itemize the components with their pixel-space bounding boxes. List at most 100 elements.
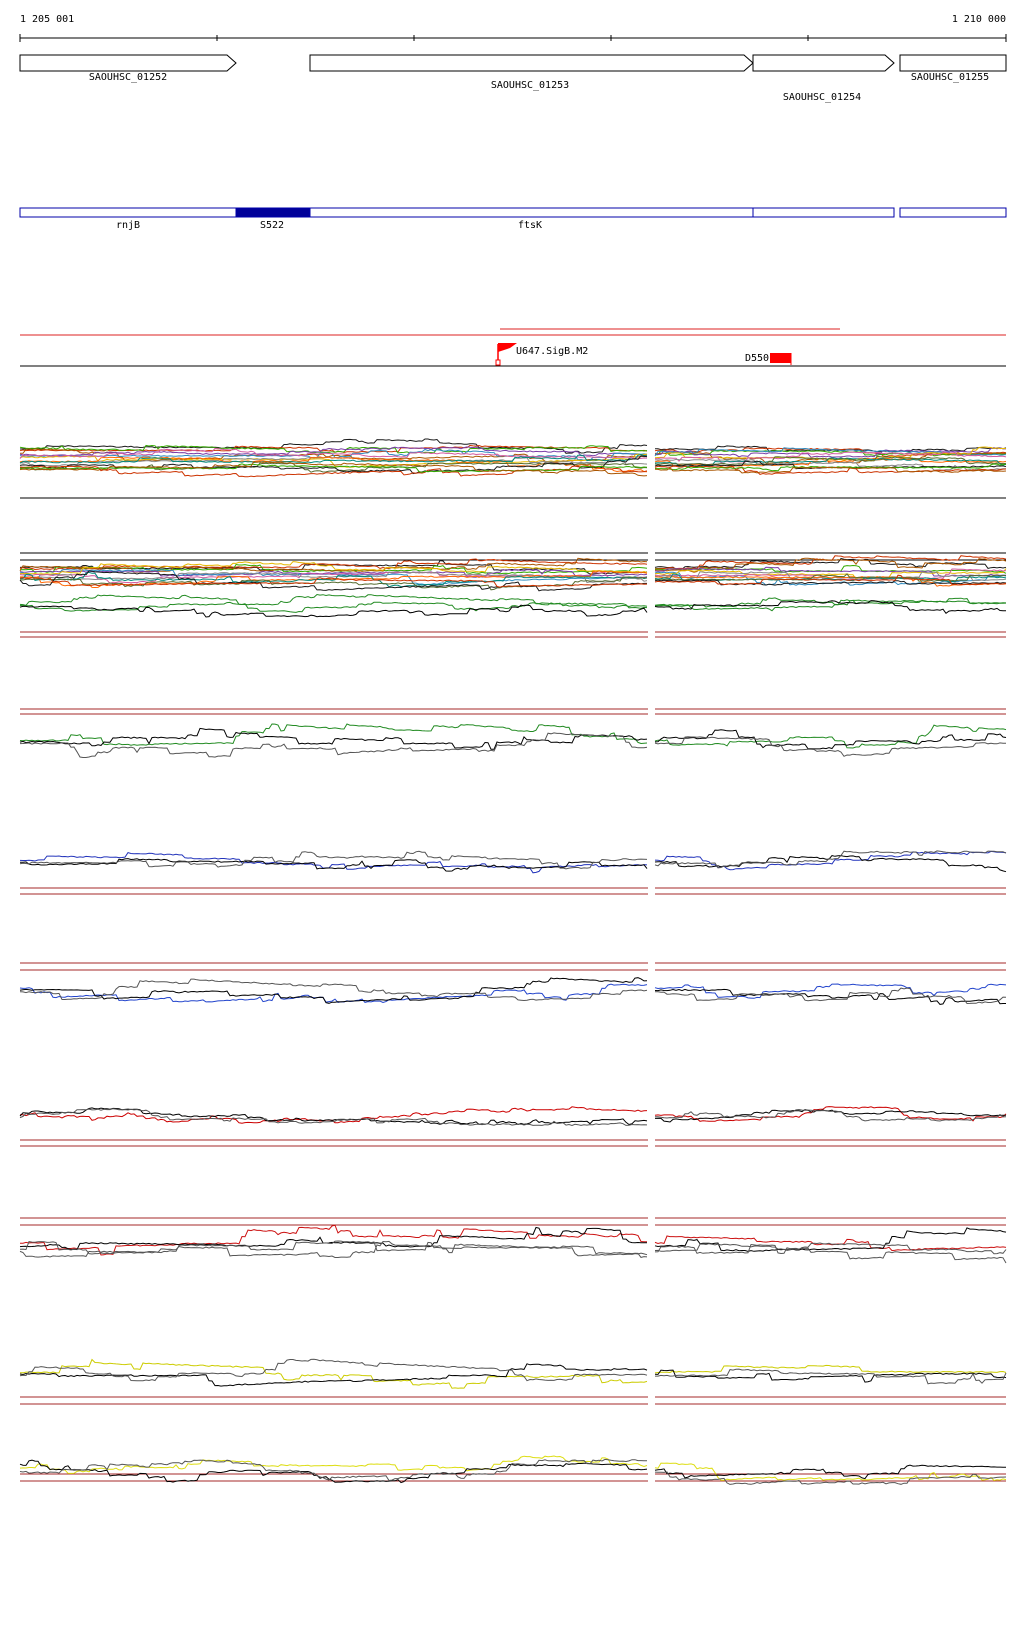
- expression-profile-line: [654, 457, 1007, 468]
- feature-label: D550: [745, 353, 769, 364]
- expression-profile-line: [654, 579, 1007, 586]
- expression-profile-line: [19, 569, 648, 578]
- expression-profile-line: [655, 449, 1007, 457]
- start-coordinate: 1 205 001: [20, 14, 74, 25]
- expression-profile-line: [654, 1235, 1007, 1252]
- feature-label: U647.SigB.M2: [516, 346, 588, 357]
- expression-profile-line: [654, 600, 1006, 614]
- expression-track-green: [19, 723, 1007, 758]
- expression-profile-line: [19, 1240, 648, 1257]
- transcript-bar[interactable]: [899, 207, 1007, 218]
- expression-profile-line: [655, 1108, 1007, 1122]
- gene-label: SAOUHSC_01253: [491, 80, 569, 91]
- expression-profile-line: [19, 570, 647, 592]
- expression-profile-line: [654, 1464, 1006, 1480]
- transcript-bar[interactable]: [235, 207, 311, 218]
- transcript-bar[interactable]: [19, 207, 237, 218]
- expression-profile-line: [19, 463, 648, 473]
- transcript-bar[interactable]: [309, 207, 754, 218]
- expression-profile-line: [19, 727, 648, 750]
- gene-arrow[interactable]: SAOUHSC_01254: [752, 54, 895, 103]
- feature-track: U647.SigB.M2 D550: [20, 328, 1006, 367]
- expression-profile-line: [654, 1243, 1007, 1264]
- expression-profile-line: [654, 729, 1007, 750]
- promoter-flag-icon[interactable]: [495, 343, 517, 366]
- expression-profile-line: [19, 604, 648, 618]
- expression-profile-line: [654, 597, 1007, 608]
- transcript-label: rnjB: [116, 220, 140, 231]
- terminator-block[interactable]: [770, 353, 791, 363]
- expression-profile-line: [654, 850, 1007, 869]
- expression-profile-line: [19, 1459, 648, 1484]
- expression-profile-line: [19, 447, 648, 460]
- expression-track-red-2: [19, 1224, 1007, 1264]
- expression-profile-line: [19, 732, 648, 758]
- expression-profile-line: [20, 1224, 647, 1256]
- expression-profile-line: [19, 448, 648, 461]
- expression-profile-line: [19, 461, 648, 477]
- expression-track-yellow-1: [19, 1358, 1007, 1389]
- expression-track-yellow-2: [19, 1455, 1007, 1485]
- expression-profile-line: [19, 723, 648, 746]
- expression-profile-line: [655, 445, 1007, 453]
- expression-profile-line: [655, 987, 1007, 1005]
- gene-label: SAOUHSC_01254: [783, 92, 861, 103]
- expression-profile-line: [654, 988, 1006, 1005]
- expression-profile-line: [19, 577, 648, 588]
- transcript-label: S522: [260, 220, 284, 231]
- expression-profile-line: [19, 1226, 647, 1251]
- expression-profile-line: [19, 446, 648, 457]
- expression-profile-line: [654, 1242, 1007, 1255]
- expression-profile-line: [654, 983, 1007, 999]
- gene-label: SAOUHSC_01252: [89, 72, 167, 83]
- expression-track-multi-1: [19, 438, 1007, 478]
- expression-profile-line: [19, 601, 648, 613]
- gene-track: SAOUHSC_01252 SAOUHSC_01253 SAOUHSC_0125…: [19, 54, 1007, 103]
- expression-profile-line: [19, 444, 648, 454]
- expression-profile-line: [19, 1455, 648, 1474]
- expression-profile-line: [654, 465, 1007, 475]
- gene-arrow[interactable]: SAOUHSC_01253: [309, 54, 754, 91]
- gene-arrow[interactable]: SAOUHSC_01255: [899, 54, 1007, 83]
- expression-profile-line: [654, 574, 1007, 586]
- expression-profile-line: [19, 454, 648, 464]
- expression-profile-line: [654, 724, 1007, 749]
- expression-profile-line: [19, 1363, 648, 1387]
- expression-tracks: [19, 438, 1007, 1485]
- transcript-bar[interactable]: [752, 207, 895, 218]
- expression-profile-line: [654, 1109, 1007, 1123]
- gene-arrow[interactable]: SAOUHSC_01252: [19, 54, 237, 83]
- expression-track-red-1: [19, 1106, 1007, 1127]
- expression-profile-line: [654, 455, 1007, 466]
- expression-profile-line: [654, 568, 1007, 580]
- expression-profile-line: [654, 850, 1007, 871]
- expression-profile-line: [19, 1240, 648, 1258]
- expression-profile-line: [654, 1471, 1007, 1485]
- expression-profile-line: [19, 1458, 648, 1482]
- end-coordinate: 1 210 000: [952, 14, 1006, 25]
- expression-profile-line: [654, 597, 1007, 612]
- expression-profile-line: [19, 977, 648, 1004]
- expression-track-blue-2: [19, 977, 1007, 1005]
- expression-track-multi-2: [19, 555, 1007, 618]
- expression-profile-line: [654, 1106, 1007, 1122]
- expression-profile-line: [19, 557, 648, 573]
- expression-profile-line: [19, 858, 648, 872]
- expression-profile-line: [19, 978, 648, 1002]
- expression-profile-line: [19, 571, 648, 588]
- expression-profile-line: [654, 1227, 1007, 1252]
- expression-profile-line: [654, 576, 1007, 587]
- expression-profile-line: [655, 1368, 1007, 1385]
- expression-profile-line: [654, 855, 1007, 873]
- expression-profile-line: [654, 573, 1007, 582]
- expression-profile-line: [19, 593, 648, 609]
- expression-profile-line: [654, 1364, 1007, 1374]
- expression-profile-line: [19, 1358, 648, 1382]
- expression-profile-line: [19, 1108, 648, 1127]
- expression-profile-line: [19, 983, 648, 1004]
- expression-profile-line: [654, 1369, 1007, 1383]
- expression-profile-line: [654, 447, 1006, 458]
- expression-profile-line: [654, 736, 1006, 757]
- expression-profile-line: [20, 561, 648, 575]
